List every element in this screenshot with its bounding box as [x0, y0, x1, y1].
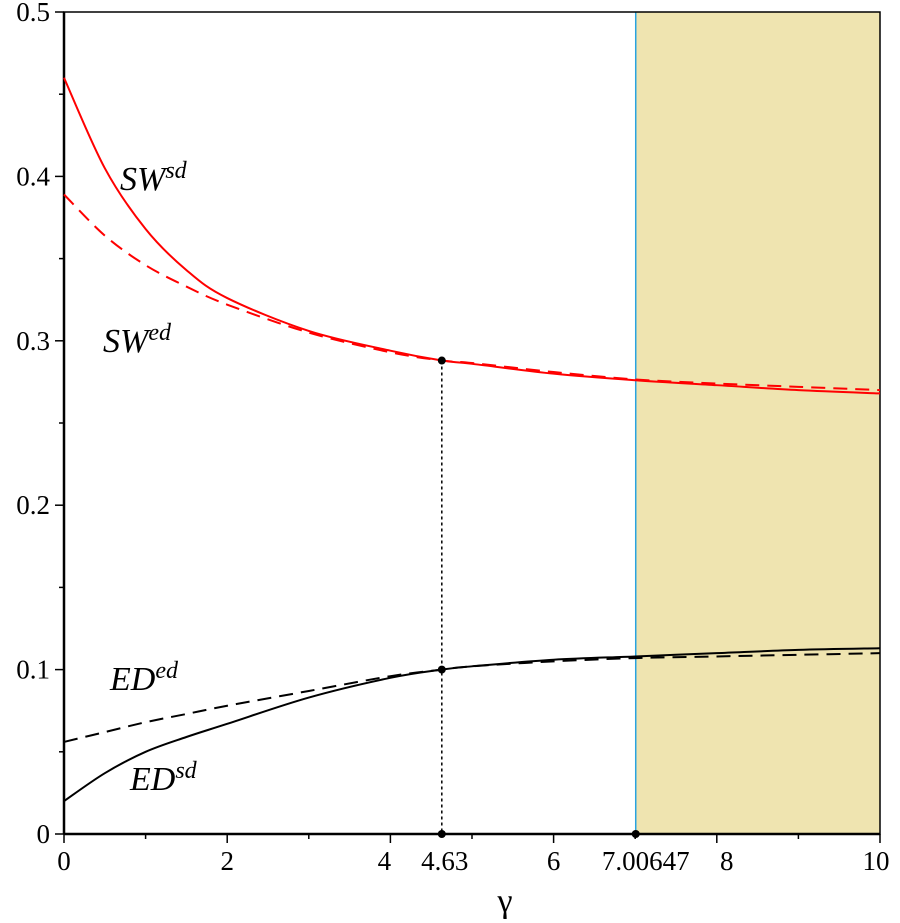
tick-labels: 0 2 4 4.63 6 7.00647 8 10 0 0.1 0.2 0.3 0.4 0.5: [16, 0, 889, 876]
label-ed-sd: EDsd: [129, 758, 198, 798]
x-tick-label: 10: [863, 846, 890, 876]
x-tick-label: 8: [720, 846, 734, 876]
x-tick-label: 2: [220, 846, 234, 876]
y-tick-label: 0.4: [16, 161, 50, 191]
axes: [55, 11, 881, 843]
svg-text:SWed: SWed: [103, 320, 172, 360]
y-tick-label: 0.1: [16, 655, 50, 685]
marked-point: [437, 830, 446, 838]
svg-text:EDed: EDed: [109, 658, 179, 698]
shaded-region: [635, 12, 880, 834]
marked-point: [437, 665, 446, 674]
x-tick-label: 6: [547, 846, 561, 876]
label-sw-sd: SWsd: [120, 158, 188, 198]
series-line-ed-sd: [63, 647, 881, 802]
svg-text:SWsd: SWsd: [120, 158, 188, 198]
curves: [63, 77, 881, 802]
y-tick-label: 0.2: [16, 490, 50, 520]
label-sw-ed: SWed: [103, 320, 172, 360]
x-tick-label: 4: [378, 846, 392, 876]
x-tick-label: 0: [57, 846, 71, 876]
x-axis-label: γ: [496, 883, 512, 920]
marked-point: [437, 356, 446, 365]
y-tick-label: 0.5: [16, 0, 50, 27]
x-tick-label: 4.63: [421, 846, 468, 876]
y-tick-label: 0.3: [16, 326, 50, 356]
svg-text:EDsd: EDsd: [129, 758, 198, 798]
label-ed-ed: EDed: [109, 658, 179, 698]
y-tick-label: 0: [37, 819, 51, 849]
marked-points: [437, 356, 640, 838]
x-tick-label: 7.00647: [602, 846, 690, 876]
marked-point: [631, 830, 640, 838]
